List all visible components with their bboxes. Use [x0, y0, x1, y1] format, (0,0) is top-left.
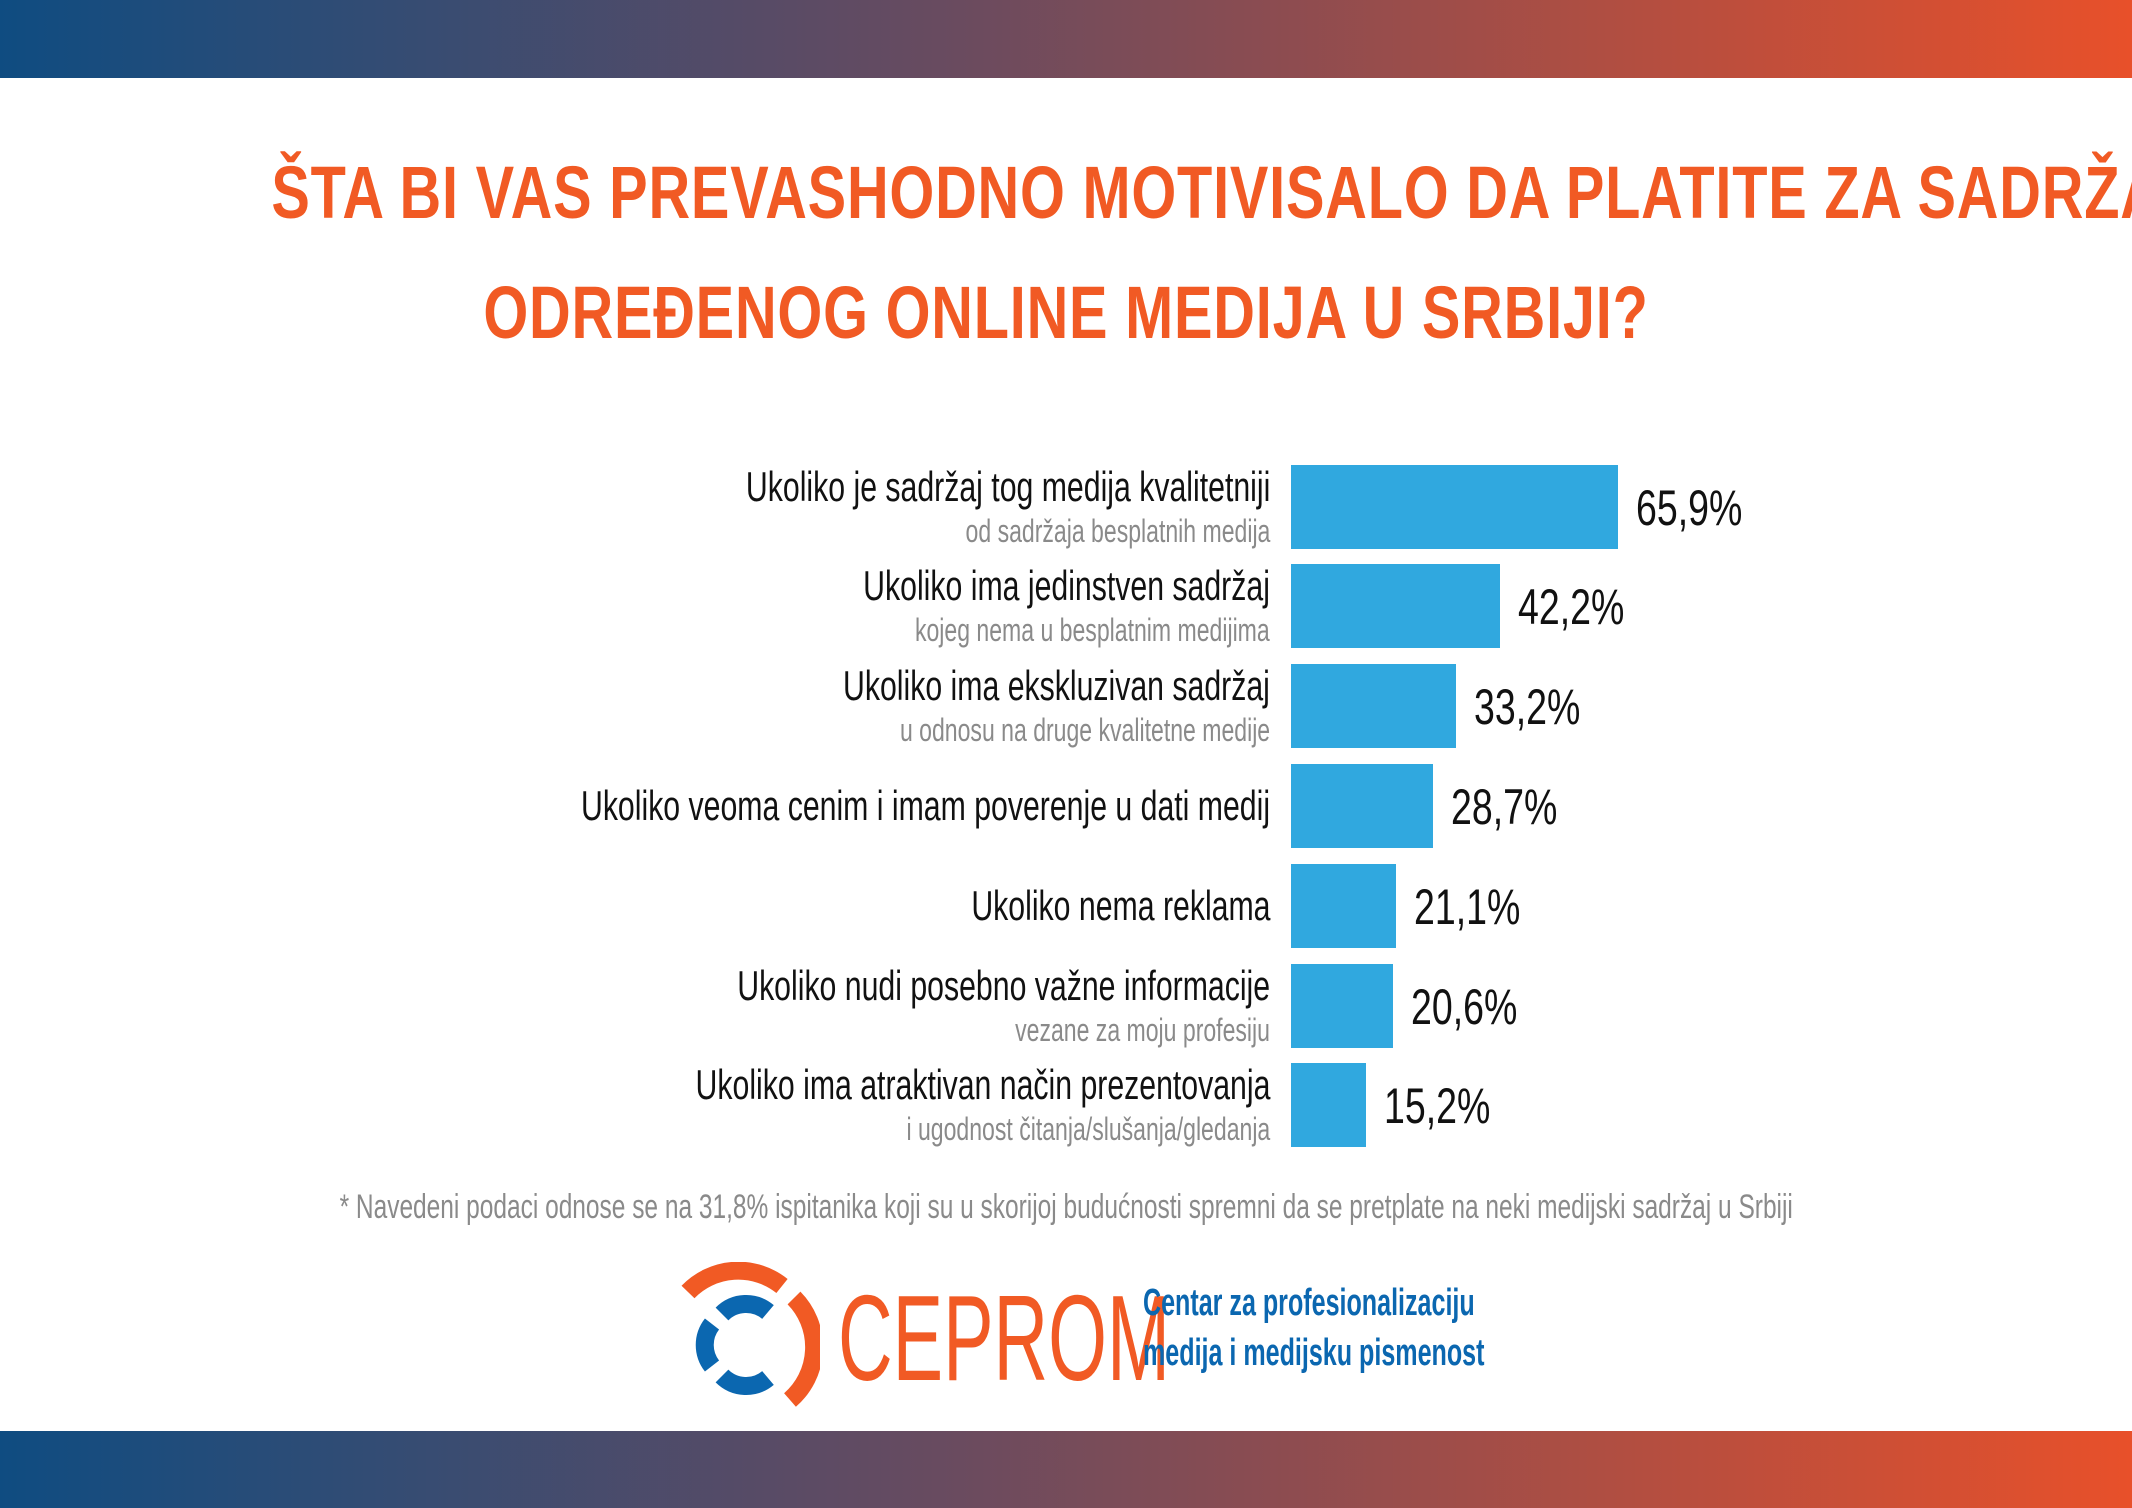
ceprom-logo-icon — [681, 1262, 820, 1407]
bar — [1291, 664, 1456, 748]
category-sub-label: od sadržaja besplatnih medija — [965, 513, 1270, 549]
footnote: * Navedeni podaci odnose se na 31,8% isp… — [0, 1188, 2132, 1227]
bar-row: Ukoliko nudi posebno važne informacije ve… — [0, 962, 2132, 1048]
bar-row: Ukoliko ima jedinstven sadržaj kojeg nema… — [0, 562, 2132, 648]
category-label: Ukoliko veoma cenim i imam poverenje u d… — [313, 764, 1270, 848]
bar-row: Ukoliko je sadržaj tog medija kvalitetni… — [0, 463, 2132, 549]
category-label: Ukoliko nudi posebno važne informacije ve… — [530, 962, 1270, 1048]
value-label: 21,1% — [1413, 879, 1520, 935]
category-sub-label: vezane za moju profesiju — [1015, 1012, 1270, 1048]
top-gradient-band — [0, 0, 2132, 78]
category-main-label: Ukoliko nudi posebno važne informacije — [737, 962, 1270, 1009]
value-label: 42,2% — [1518, 579, 1625, 635]
bar-row: Ukoliko veoma cenim i imam poverenje u d… — [0, 764, 2132, 848]
bottom-gradient-band — [0, 1431, 2132, 1508]
category-label: Ukoliko je sadržaj tog medija kvalitetni… — [542, 463, 1270, 549]
org-line-2: medija i medijsku pismenost — [1143, 1332, 1485, 1374]
value-label: 33,2% — [1473, 679, 1581, 735]
title-text: ODREĐENOG ONLINE MEDIJA U SRBIJI? — [483, 271, 1649, 354]
value-label: 15,2% — [1384, 1078, 1491, 1134]
category-main-label: Ukoliko nema reklama — [970, 882, 1270, 929]
bar — [1291, 864, 1396, 948]
category-main-label: Ukoliko je sadržaj tog medija kvalitetni… — [745, 463, 1270, 510]
bar-row: Ukoliko ima atraktivan način prezentovan… — [0, 1061, 2132, 1147]
category-sub-label: u odnosu na druge kvalitetne medije — [899, 712, 1270, 748]
bar — [1291, 764, 1434, 848]
bar — [1291, 465, 1618, 549]
value-label: 20,6% — [1411, 979, 1518, 1035]
organization-name: Centar za profesionalizaciju medija i me… — [1143, 1278, 1484, 1378]
bar — [1291, 964, 1394, 1048]
title-text: ŠTA BI VAS PREVASHODNO MOTIVISALO DA PLA… — [271, 151, 2132, 234]
category-main-label: Ukoliko ima jedinstven sadržaj — [863, 562, 1270, 609]
bar — [1291, 1063, 1367, 1147]
brand-name: CEPROM — [838, 1270, 1171, 1406]
category-label: Ukoliko ima atraktivan način prezentovan… — [472, 1061, 1270, 1147]
footnote-text: * Navedeni podaci odnose se na 31,8% isp… — [339, 1188, 1793, 1226]
category-label: Ukoliko ima jedinstven sadržaj kojeg nema… — [705, 562, 1270, 648]
value-label: 28,7% — [1451, 779, 1558, 835]
value-label: 65,9% — [1635, 480, 1743, 536]
bar — [1291, 564, 1501, 648]
category-label: Ukoliko ima ekskluzivan sadržaj u odnosu … — [677, 662, 1270, 748]
category-sub-label: kojeg nema u besplatnim medijima — [915, 612, 1270, 648]
bar-row: Ukoliko nema reklama 21,1% — [0, 864, 2132, 948]
bar-row: Ukoliko ima ekskluzivan sadržaj u odnosu … — [0, 662, 2132, 748]
chart-title-line-2: ODREĐENOG ONLINE MEDIJA U SRBIJI? — [0, 270, 2132, 355]
category-sub-label: i ugodnost čitanja/slušanja/gledanja — [906, 1111, 1270, 1147]
chart-title-line-1: ŠTA BI VAS PREVASHODNO MOTIVISALO DA PLA… — [0, 150, 2132, 235]
org-line-1: Centar za profesionalizaciju — [1143, 1282, 1475, 1324]
category-label: Ukoliko nema reklama — [855, 864, 1270, 948]
category-main-label: Ukoliko ima ekskluzivan sadržaj — [843, 662, 1270, 709]
category-main-label: Ukoliko ima atraktivan način prezentovan… — [695, 1061, 1270, 1108]
category-main-label: Ukoliko veoma cenim i imam poverenje u d… — [580, 782, 1270, 829]
